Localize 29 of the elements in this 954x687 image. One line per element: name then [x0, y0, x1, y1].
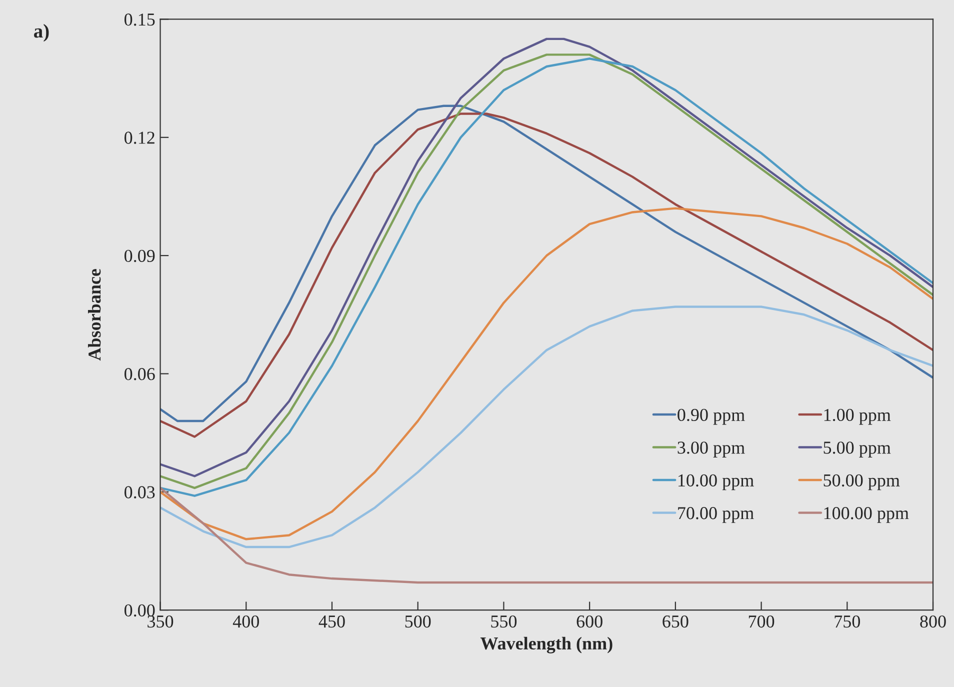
x-tick-label: 750: [834, 615, 860, 628]
y-tick-label: 0.06: [124, 368, 155, 380]
x-axis-title: Wavelength (nm): [480, 636, 612, 654]
legend-label: 3.00 ppm: [678, 442, 745, 458]
y-tick-label: 0.15: [124, 13, 155, 26]
y-axis-title: Absorbance: [88, 268, 101, 361]
y-tick-label: 0.12: [124, 132, 154, 144]
legend-label: 10.00 ppm: [678, 474, 754, 490]
legend-label: 50.00 ppm: [824, 474, 900, 490]
x-tick-label: 500: [405, 615, 431, 628]
x-tick-label: 700: [748, 615, 774, 628]
legend-label: 0.90 ppm: [678, 408, 745, 425]
text: a): [34, 24, 49, 42]
x-tick-label: 350: [148, 615, 174, 628]
x-tick-label: 600: [576, 615, 602, 628]
y-tick-label: 0.09: [124, 250, 155, 262]
legend-label: 5.00 ppm: [824, 442, 891, 458]
x-tick-label: 800: [920, 615, 946, 628]
line-series: [160, 207, 934, 540]
y-tick-label: 0.00: [124, 604, 155, 617]
legend-label: 100.00 ppm: [824, 507, 909, 523]
x-tick-label: 550: [491, 615, 517, 628]
line-series: [160, 306, 934, 548]
legend-label: 70.00 ppm: [678, 507, 754, 523]
x-tick-label: 450: [318, 615, 345, 628]
x-tick-label: 650: [662, 615, 688, 628]
legend-label: 1.00 ppm: [824, 408, 891, 425]
y-tick-label: 0.03: [124, 486, 155, 498]
x-tick-label: 400: [232, 615, 259, 628]
